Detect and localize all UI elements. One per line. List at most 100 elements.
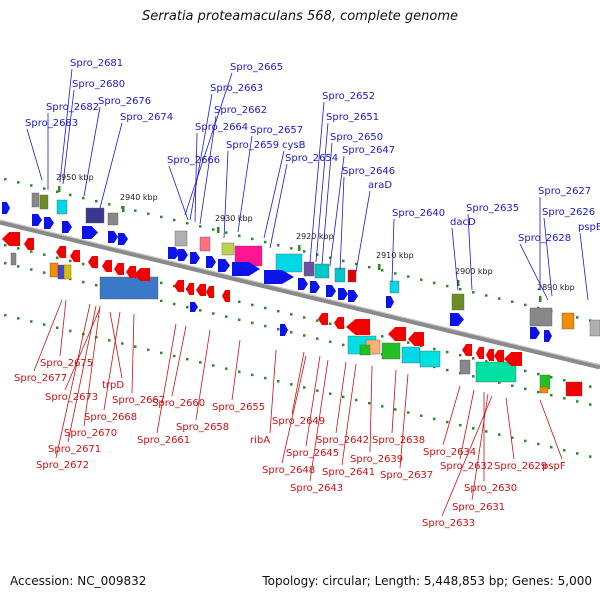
reverse-gene-label: Spro_2648 — [262, 465, 315, 476]
track-dot — [186, 305, 189, 309]
forward-gene-label: Spro_2662 — [214, 105, 267, 116]
track-dot — [342, 259, 345, 263]
track-dot — [472, 291, 475, 294]
track-dot — [342, 343, 345, 347]
track-dot — [173, 218, 176, 222]
reverse-leader-line — [156, 323, 177, 434]
track-dot — [446, 368, 449, 372]
track-dot — [30, 268, 33, 271]
forward-gene-label: Spro_2674 — [120, 112, 173, 123]
track-dot — [589, 403, 592, 406]
track-dot — [316, 337, 319, 340]
track-dot — [56, 190, 59, 194]
reverse-leader-line — [269, 349, 277, 434]
track-dot — [498, 433, 501, 436]
reverse-gene-label: Spro_2668 — [84, 412, 137, 423]
track-dot — [121, 342, 124, 345]
tick-label: 2890 kbp — [537, 283, 575, 292]
cds-block — [221, 242, 235, 256]
track-dot — [498, 381, 501, 384]
reverse-gene-arrow — [476, 347, 484, 359]
forward-leader-line — [199, 115, 217, 225]
tick-labels: 2950 kbp 2940 kbp 2930 kbp 2920 kbp 2910 kbp… — [56, 173, 575, 302]
forward-gene-label: Spro_2664 — [195, 122, 248, 133]
reverse-gene-label: Spro_2637 — [380, 470, 433, 481]
reverse-gene-arrow — [56, 246, 66, 258]
forward-gene-label: Spro_2635 — [466, 203, 519, 214]
reverse-gene-arrow — [486, 349, 494, 361]
forward-gene-arrow — [218, 259, 230, 272]
track-dot — [147, 212, 150, 216]
track-dot — [264, 240, 267, 244]
reverse-gene-arrow — [318, 313, 328, 325]
forward-gene-label: pspB — [578, 222, 600, 233]
cds-block — [451, 293, 465, 311]
reverse-leader-line — [505, 397, 515, 460]
reverse-leader-line — [369, 365, 373, 453]
cds-block — [99, 276, 159, 300]
forward-gene-arrow — [530, 327, 540, 339]
reverse-leader-line — [441, 395, 493, 517]
track-dot — [251, 373, 254, 377]
reverse-gene-arrow — [346, 319, 370, 335]
forward-leader-line — [329, 155, 345, 267]
track-dot — [17, 181, 20, 184]
forward-gene-arrow — [190, 252, 200, 264]
track-dot — [160, 281, 163, 285]
cds-block — [275, 253, 303, 273]
reverse-leader-line — [309, 359, 329, 482]
forward-gene-label: Spro_2647 — [342, 145, 395, 156]
track-dot — [550, 393, 553, 397]
track-dot — [134, 345, 137, 348]
reverse-leader-line — [67, 305, 97, 443]
track-dot — [485, 360, 488, 363]
cds-block — [31, 192, 40, 208]
reverse-leader-line — [59, 299, 67, 357]
track-dot — [381, 405, 384, 408]
reverse-gene-arrow — [186, 283, 194, 295]
forward-gene-label: Spro_2682 — [46, 102, 99, 113]
forward-gene-arrow — [310, 281, 320, 293]
tick-label: 2900 kbp — [455, 267, 493, 276]
track-dot — [316, 389, 319, 392]
track-dot — [277, 243, 280, 247]
forward-leader-line — [321, 142, 333, 265]
cds-block — [303, 261, 315, 277]
track-dot — [95, 283, 98, 287]
track-dot — [407, 411, 410, 414]
forward-leader-line — [59, 68, 73, 183]
forward-leader-line — [26, 128, 43, 181]
reverse-gene-label: Spro_2642 — [316, 435, 369, 446]
track-dot — [511, 384, 514, 387]
forward-leader-line — [315, 122, 329, 263]
cds-block — [174, 230, 188, 247]
track-dot — [303, 386, 306, 389]
forward-gene-label: cysB — [282, 140, 306, 151]
track-dot — [446, 350, 449, 354]
reverse-gene-label: Spro_2677 — [14, 373, 67, 384]
reverse-gene-label: Spro_2670 — [64, 428, 117, 439]
backbone-highlight — [0, 219, 600, 366]
forward-leader-line — [579, 232, 589, 301]
track-dot — [186, 357, 189, 361]
track-dot — [420, 414, 423, 417]
track-dot — [43, 323, 46, 326]
forward-gene-label: Spro_2681 — [70, 58, 123, 69]
cds-block — [539, 386, 549, 394]
reverse-gene-label: Spro_2673 — [45, 392, 98, 403]
reverse-gene-arrow — [462, 344, 472, 356]
reverse-gene-label: Spro_2661 — [137, 435, 190, 446]
forward-gene-arrow — [82, 226, 98, 239]
reverse-gene-label: Spro_2639 — [350, 454, 403, 465]
track-dot — [17, 247, 20, 250]
track-dot — [381, 335, 384, 338]
track-dot — [225, 231, 228, 234]
forward-gene-label: Spro_2680 — [72, 79, 125, 90]
reverse-gene-label: Spro_2634 — [423, 447, 476, 458]
topology-label: Topology: circular; Length: 5,448,853 bp… — [262, 574, 592, 588]
reverse-gene-arrow — [88, 256, 98, 268]
track-dot — [108, 203, 111, 206]
reverse-gene-label: Spro_2675 — [40, 358, 93, 369]
track-dot — [368, 265, 371, 269]
cds-block — [49, 262, 59, 278]
